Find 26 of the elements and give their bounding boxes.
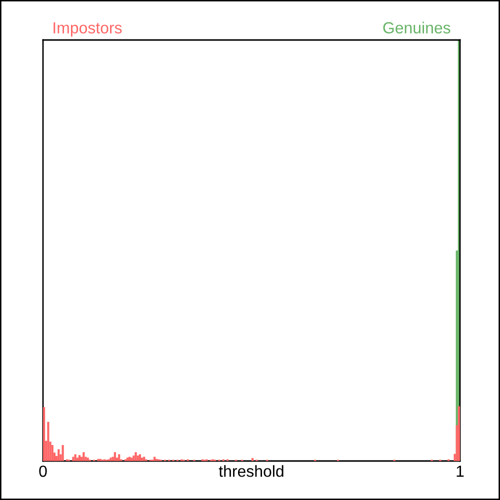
bar <box>134 452 137 461</box>
bar <box>58 449 60 461</box>
bar <box>132 456 135 461</box>
bar <box>140 458 144 461</box>
x-axis-title: threshold <box>218 465 284 477</box>
bar <box>118 454 120 461</box>
x-tick-label: 0 <box>39 466 47 477</box>
text: Impostors <box>54 22 122 37</box>
bar <box>458 406 460 461</box>
bar <box>128 456 131 461</box>
bar <box>252 458 254 461</box>
bar <box>143 456 146 461</box>
x-tick-label: 1 <box>456 466 464 477</box>
bar <box>136 456 139 461</box>
bar <box>51 445 54 461</box>
series-label: Genuines <box>383 22 450 34</box>
bar <box>82 452 85 461</box>
bar <box>43 407 46 461</box>
bar <box>138 454 141 461</box>
bar <box>114 452 116 461</box>
bar <box>47 422 50 461</box>
bar <box>76 458 78 461</box>
bar <box>78 455 81 461</box>
bar <box>74 454 76 461</box>
bar <box>62 445 64 461</box>
bar <box>72 456 74 461</box>
